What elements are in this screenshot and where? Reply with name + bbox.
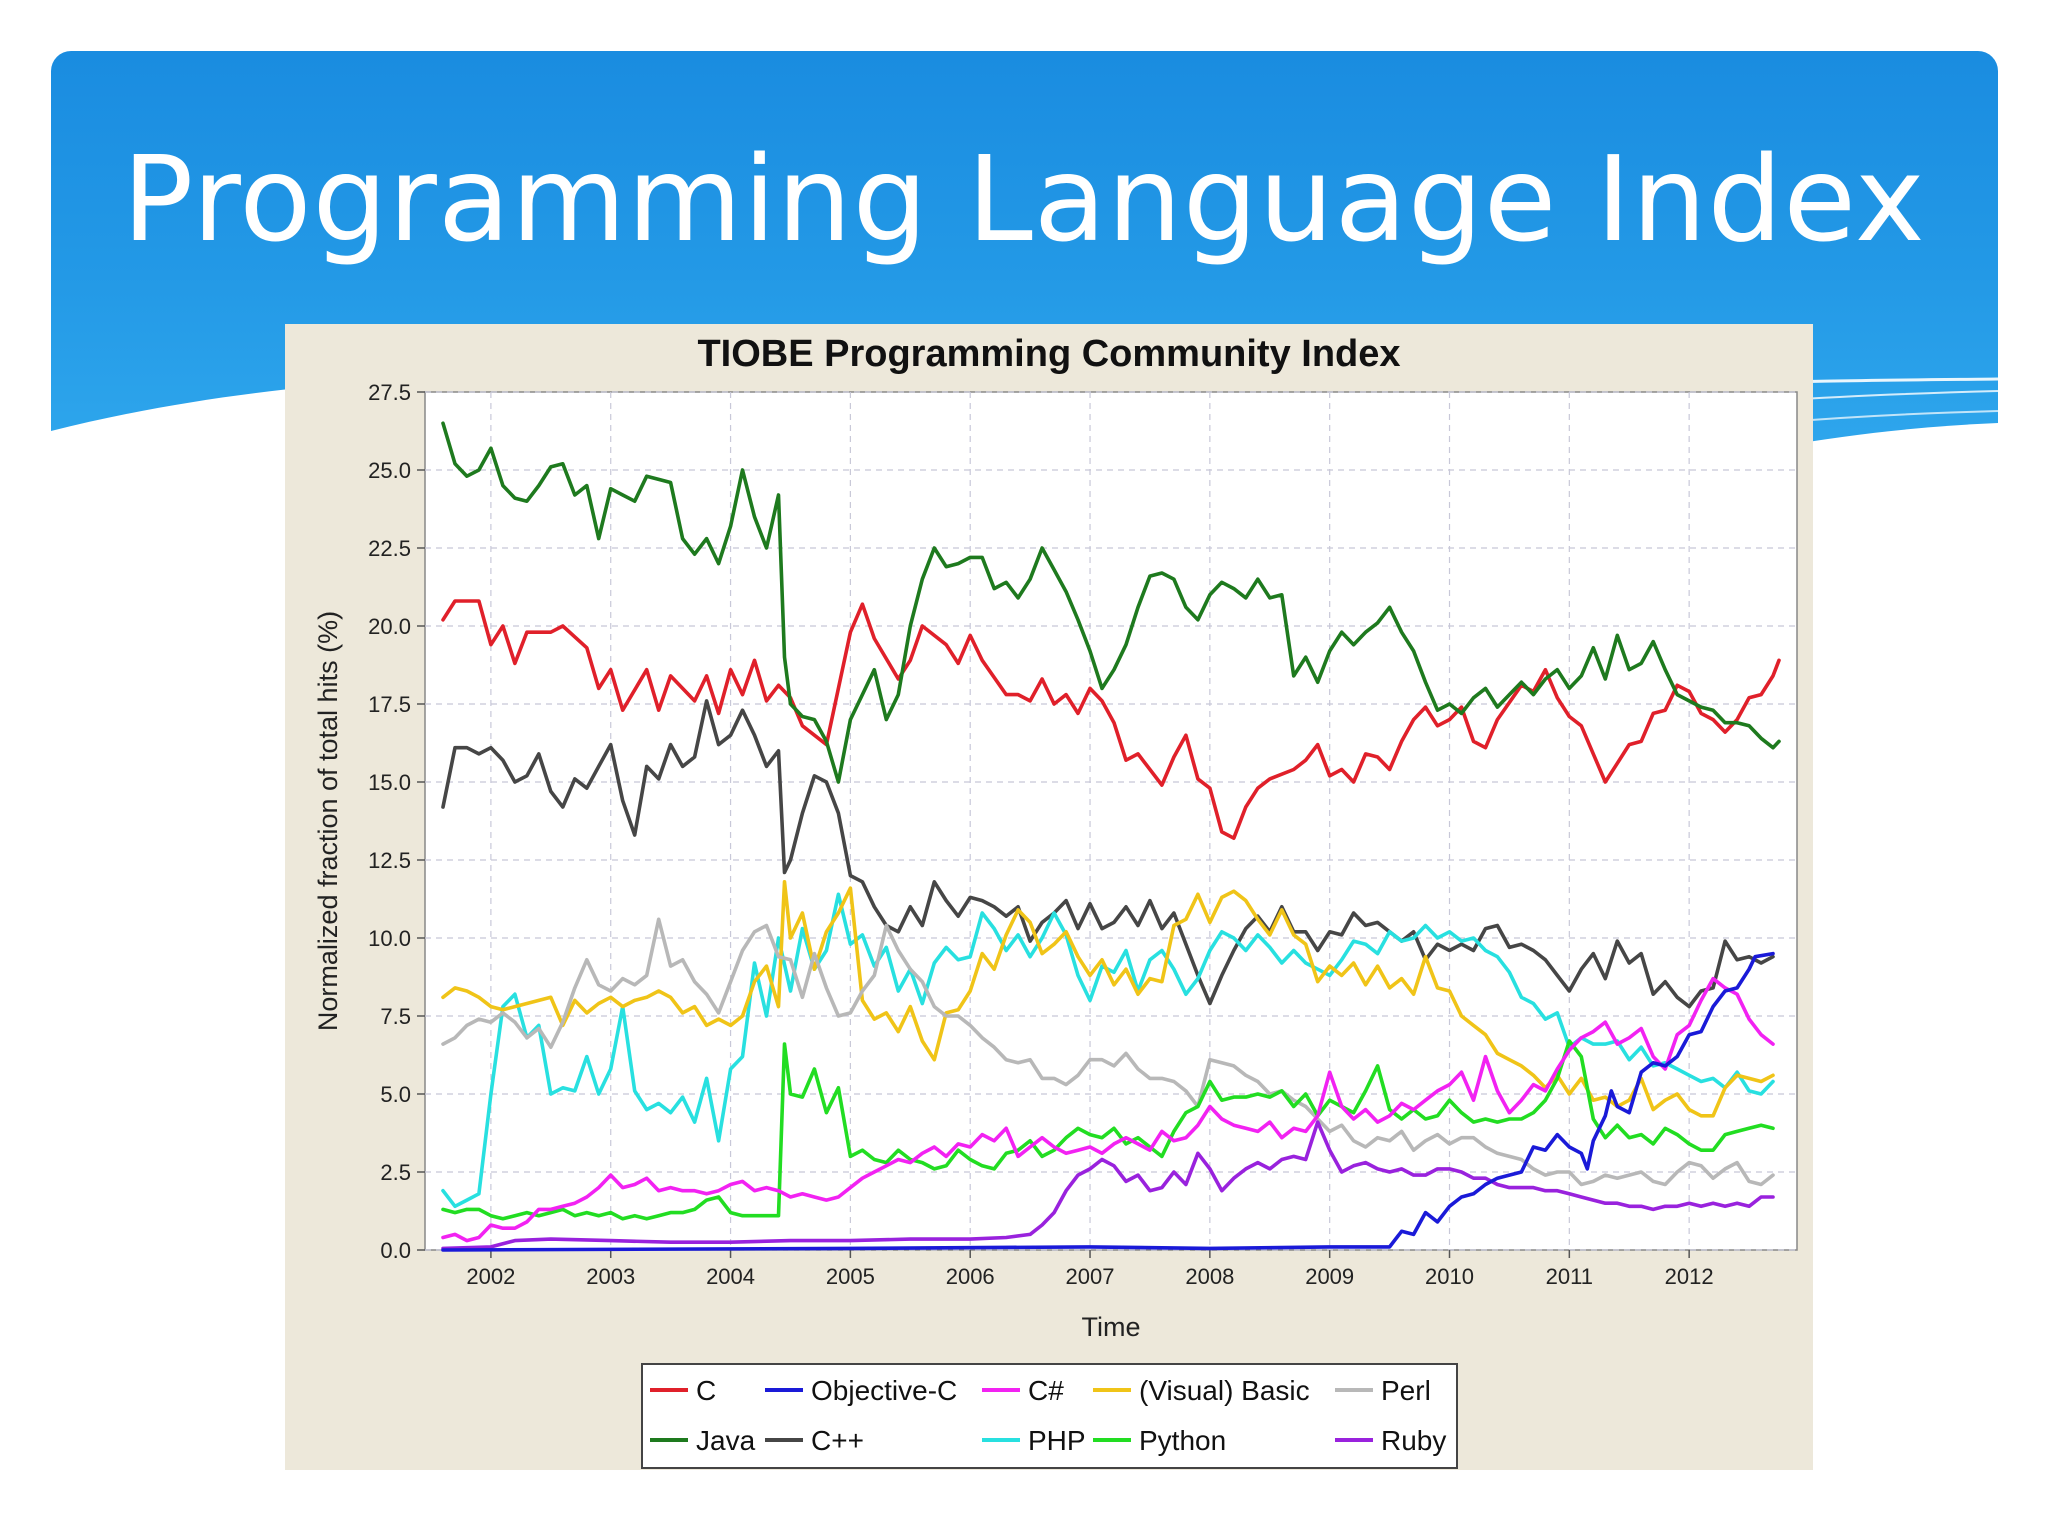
legend-label-objective-c: Objective-C <box>811 1375 957 1406</box>
x-tick-label: 2005 <box>826 1264 875 1289</box>
y-tick-label: 7.5 <box>380 1004 411 1029</box>
series-line-c <box>441 976 1775 1243</box>
x-tick-label: 2012 <box>1665 1264 1714 1289</box>
x-tick-label: 2010 <box>1425 1264 1474 1289</box>
y-tick-label: 17.5 <box>368 692 411 717</box>
chart-title: TIOBE Programming Community Index <box>697 333 1400 375</box>
x-tick-label: 2003 <box>586 1264 635 1289</box>
legend-label-c: C++ <box>811 1425 864 1456</box>
y-tick-label: 2.5 <box>380 1160 411 1185</box>
series-lines <box>441 421 1781 1252</box>
x-tick-label: 2002 <box>466 1264 515 1289</box>
x-axis-ticks: 2002 2003 2004 2005 2006 2007 2008 2009 2010 2011… <box>466 1250 1714 1289</box>
legend-label-c: C <box>696 1375 716 1406</box>
series-line-c <box>441 699 1775 1009</box>
series-line-perl <box>441 917 1775 1187</box>
y-tick-label: 10.0 <box>368 926 411 951</box>
y-tick-label: 25.0 <box>368 458 411 483</box>
y-tick-label: 0.0 <box>380 1238 411 1263</box>
legend-box <box>641 1363 1458 1469</box>
x-tick-label: 2004 <box>706 1264 755 1289</box>
x-tick-label: 2009 <box>1305 1264 1354 1289</box>
legend-label-php: PHP <box>1028 1425 1086 1456</box>
y-axis-ticks: 0.0 2.5 5.0 7.5 10.0 12.5 15.0 17.5 20.0 22.5 25.0… <box>368 380 425 1263</box>
series-line-objective-c <box>441 951 1775 1252</box>
legend-label-perl: Perl <box>1381 1375 1431 1406</box>
y-tick-label: 27.5 <box>368 380 411 405</box>
x-axis-label: Time <box>1082 1312 1141 1342</box>
x-tick-label: 2006 <box>946 1264 995 1289</box>
legend-label-ruby: Ruby <box>1381 1425 1446 1456</box>
tiobe-line-chart: TIOBE Programming Community Index 0.0 2.5… <box>313 333 1798 1469</box>
y-tick-label: 22.5 <box>368 536 411 561</box>
series-line-ruby <box>441 1120 1775 1251</box>
legend-label-python: Python <box>1139 1425 1226 1456</box>
x-tick-label: 2008 <box>1185 1264 1234 1289</box>
y-axis-label: Normalized fraction of total hits (%) <box>313 611 343 1031</box>
series-line-python <box>441 1039 1775 1221</box>
x-tick-label: 2007 <box>1066 1264 1115 1289</box>
series-line-java <box>441 421 1781 784</box>
slide-title: Programming Language Index <box>122 130 1926 268</box>
x-tick-label: 2011 <box>1546 1264 1593 1289</box>
legend-label-visual-basic: (Visual) Basic <box>1139 1375 1310 1406</box>
chart-panel: TIOBE Programming Community Index 0.0 2.5… <box>285 324 1813 1470</box>
y-tick-label: 5.0 <box>380 1082 411 1107</box>
legend-label-c: C# <box>1028 1375 1064 1406</box>
grid-lines <box>425 391 1797 1251</box>
chart-legend: C Objective-C C# (Visual) Basic Perl Java C++ P… <box>641 1363 1458 1469</box>
legend-label-java: Java <box>696 1425 756 1456</box>
series-line-c <box>441 599 1781 840</box>
y-tick-label: 15.0 <box>368 770 411 795</box>
y-tick-label: 12.5 <box>368 848 411 873</box>
y-tick-label: 20.0 <box>368 614 411 639</box>
